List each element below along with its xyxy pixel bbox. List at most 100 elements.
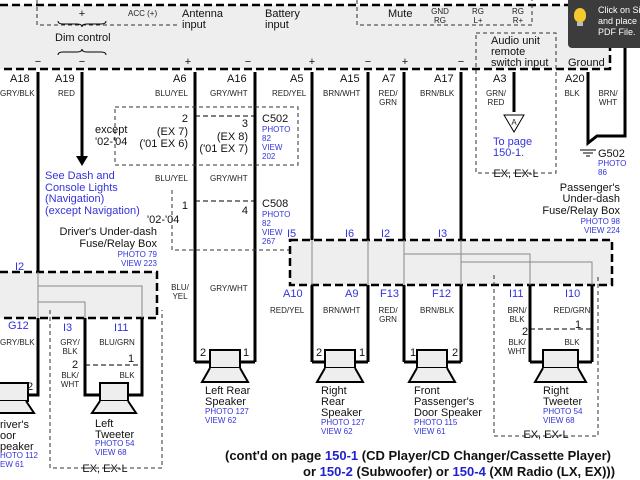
- c508-photo-2-label[interactable]: VIEW: [262, 228, 283, 237]
- pins_top-8-label: A3: [493, 73, 506, 85]
- c508-photo-1-label[interactable]: 82: [262, 219, 271, 228]
- speakers-left_rear-photo-0-label[interactable]: PHOTO 127: [205, 407, 249, 416]
- tooltip-text: Click on Sig and place si PDF File.: [598, 5, 640, 37]
- speakers-right_rear-terms-0-label: 2: [316, 347, 322, 359]
- pass_box-photo-1-label[interactable]: VIEW 224: [584, 226, 621, 235]
- c508-pin1-label: 1: [182, 200, 188, 212]
- note-text: (cont'd on page: [225, 448, 325, 463]
- note-text: (Subwoofer) or: [353, 464, 453, 479]
- bottom_wires-8-label: BRN/: [507, 306, 527, 315]
- c508-photo-3-label[interactable]: 267: [262, 237, 276, 246]
- speakers-right_rear-photo-1-label[interactable]: VIEW 62: [321, 427, 353, 436]
- wires_top-5-label: BRN/WHT: [323, 89, 360, 98]
- wires_top-13-label: WHT: [599, 98, 617, 107]
- pass_box-pins_bottom-2-label: F13: [380, 288, 399, 300]
- bottom_wires-10-label: RED/GRN: [554, 306, 591, 315]
- page-link[interactable]: 150-4: [453, 464, 487, 479]
- g502-photo-1-label[interactable]: 86: [598, 168, 607, 177]
- left_tweeter-terms-0-label: 2: [72, 359, 78, 371]
- see_dash-1-label[interactable]: Console Lights: [45, 182, 118, 194]
- c502-pin2-1-label: (EX 7): [157, 126, 188, 138]
- left_tweeter-name-1-label: Tweeter: [95, 429, 134, 441]
- unit-polarity-4-label: +: [309, 56, 315, 68]
- speakers-front_pass-photo-1-label[interactable]: VIEW 61: [414, 427, 446, 436]
- speakers-driver-photo-1-label[interactable]: EW 61: [0, 460, 25, 469]
- speakers-left_rear-photo-1-label[interactable]: VIEW 62: [205, 416, 237, 425]
- speakers-driver-name-1-label: oor: [0, 430, 16, 442]
- pass_box-photo-0-label[interactable]: PHOTO 98: [581, 217, 621, 226]
- bottom_wires-1-label: YEL: [172, 292, 188, 301]
- left_tweeter-variant-label: EX, EX-L: [82, 463, 127, 475]
- left_tweeter-wires-3-label: BLK/: [61, 371, 79, 380]
- c508-photo-0-label[interactable]: PHOTO: [262, 210, 290, 219]
- wires_top-3-label: GRY/WHT: [210, 89, 248, 98]
- right_tweeter-photo-1-label[interactable]: VIEW 68: [543, 416, 575, 425]
- c502-photo-3-label[interactable]: 202: [262, 152, 276, 161]
- bottom_wires-12-label: WHT: [508, 347, 526, 356]
- c502-except-0-label: except: [95, 124, 127, 136]
- speakers-front_pass-name-2-label: Door Speaker: [414, 407, 482, 419]
- c502-pin2-0-label: 2: [182, 113, 188, 125]
- to_page-text-0-label[interactable]: To page: [493, 136, 532, 148]
- driver_box-photo-1-label[interactable]: VIEW 223: [121, 259, 158, 268]
- speakers-right_rear-name-1-label: Rear: [321, 396, 345, 408]
- see_dash-3-label[interactable]: (except Navigation): [45, 205, 140, 217]
- c508-years-label: '02-'04: [147, 214, 179, 226]
- c508-name-label: C508: [262, 198, 288, 210]
- c502-photo-2-label[interactable]: VIEW: [262, 143, 283, 152]
- pass_box-pins_bottom-4-label: I11: [509, 288, 523, 300]
- pins_top-4-label: A5: [290, 73, 303, 85]
- pins_top-9-label: A20: [565, 73, 585, 85]
- unit-ground-label: Ground: [568, 57, 605, 69]
- left_tweeter-photo-1-label[interactable]: VIEW 68: [95, 448, 127, 457]
- speakers-right_rear-terms-1-label: 1: [359, 347, 365, 359]
- unit-polarity-0-label: −: [35, 56, 41, 68]
- see_dash-2-label[interactable]: (Navigation): [45, 193, 104, 205]
- speakers-right_rear-name-0-label: Right: [321, 385, 347, 397]
- wires_top-7-label: GRN: [379, 98, 397, 107]
- driver_box-pins-1-label: G12: [8, 320, 29, 332]
- speakers-front_pass-photo-0-label[interactable]: PHOTO 115: [414, 418, 458, 427]
- speakers-driver-term-label: 2: [27, 381, 33, 393]
- pins_top-3-label: A16: [227, 73, 247, 85]
- speakers-front_pass-terms-0-label: 1: [410, 347, 416, 359]
- speakers-right_rear-name-2-label: Speaker: [321, 407, 362, 419]
- c502-except-1-label: '02-'04: [95, 136, 127, 148]
- unit-gnd_rg-0-label: GND: [431, 7, 449, 16]
- pass_box-pins_bottom-1-label: A9: [345, 288, 358, 300]
- left_tweeter-pins-0-label: I3: [63, 322, 72, 334]
- c502-photo-1-label[interactable]: 82: [262, 134, 271, 143]
- bottom_wires-3-label: RED/YEL: [270, 306, 305, 315]
- wires_top-6-label: RED/: [378, 89, 398, 98]
- speakers-front_pass-terms-1-label: 2: [452, 347, 458, 359]
- left_tweeter-photo-0-label[interactable]: PHOTO 54: [95, 439, 135, 448]
- to_page-marker-label: A: [511, 118, 517, 127]
- speakers-right_rear-photo-0-label[interactable]: PHOTO 127: [321, 418, 365, 427]
- pass_box-pins_bottom-5-label: I10: [565, 288, 580, 300]
- to_page-text-1-label[interactable]: 150-1.: [493, 147, 524, 159]
- pass_box-pins_bottom-3-label: F12: [432, 288, 451, 300]
- bottom_wires-11-label: BLK/: [508, 338, 526, 347]
- sign-tooltip[interactable]: Click on Sig and place si PDF File.: [568, 0, 640, 48]
- page-link[interactable]: 150-1: [325, 448, 358, 463]
- see_dash-0-label[interactable]: See Dash and: [45, 170, 115, 182]
- unit-dim_control-label: Dim control: [55, 32, 111, 44]
- c508-pin4-label: 4: [242, 205, 248, 217]
- unit-polarity-1-label: −: [79, 56, 85, 68]
- bottom_wires-4-label: BRN/WHT: [323, 306, 360, 315]
- pins_top-7-label: A17: [434, 73, 454, 85]
- bottom_wires-9-label: BLK: [509, 315, 525, 324]
- bottom_wires-2-label: GRY/WHT: [210, 284, 248, 293]
- wires_top-11-label: BLK: [564, 89, 580, 98]
- pins_top-1-label: A19: [55, 73, 75, 85]
- g502-photo-0-label[interactable]: PHOTO: [598, 159, 626, 168]
- left_tweeter-wires-4-label: WHT: [61, 380, 79, 389]
- speakers-left_rear-terms-0-label: 2: [200, 347, 206, 359]
- bottom_wires-13-label: BLK: [564, 338, 580, 347]
- page-link[interactable]: 150-2: [320, 464, 353, 479]
- pass_box-pins_top-2-label: I2: [381, 228, 390, 240]
- right_tweeter-photo-0-label[interactable]: PHOTO 54: [543, 407, 583, 416]
- driver_box-photo-0-label[interactable]: PHOTO 79: [118, 250, 158, 259]
- speakers-driver-photo-0-label[interactable]: HOTO 112: [0, 451, 38, 460]
- c502-photo-0-label[interactable]: PHOTO: [262, 125, 290, 134]
